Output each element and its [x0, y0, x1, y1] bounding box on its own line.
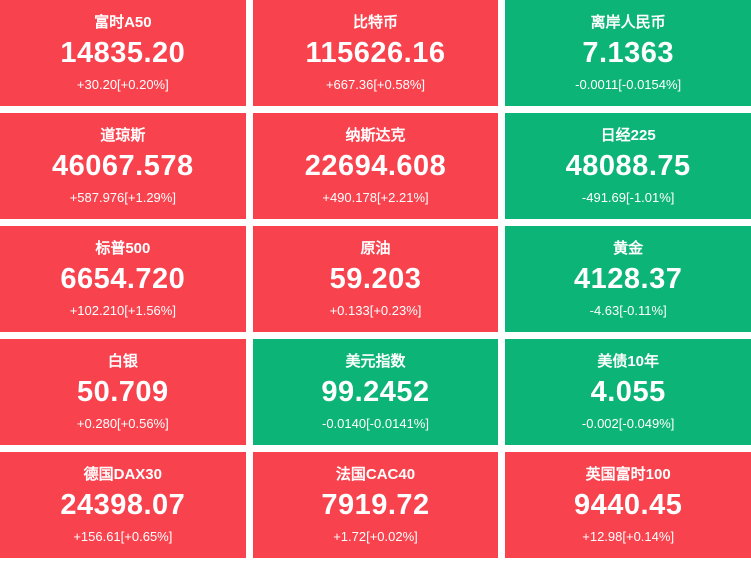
market-value: 7.1363 [582, 36, 675, 69]
market-value: 7919.72 [321, 488, 430, 521]
market-name: 纳斯达克 [345, 126, 406, 144]
market-tile-cac40[interactable]: 法国CAC40 7919.72 +1.72[+0.02%] [252, 452, 499, 558]
market-name: 德国DAX30 [83, 465, 162, 483]
market-change: +12.98[+0.14%] [582, 528, 675, 544]
market-tile-ftse-a50[interactable]: 富时A50 14835.20 +30.20[+0.20%] [0, 0, 246, 106]
market-tile-crude-oil[interactable]: 原油 59.203 +0.133[+0.23%] [252, 226, 499, 332]
market-change: +30.20[+0.20%] [76, 76, 169, 92]
market-value: 4.055 [590, 375, 666, 408]
market-tile-sp500[interactable]: 标普500 6654.720 +102.210[+1.56%] [0, 226, 246, 332]
market-name: 黄金 [613, 239, 644, 257]
market-name: 道琼斯 [100, 126, 146, 144]
market-tile-offshore-rmb[interactable]: 离岸人民币 7.1363 -0.0011[-0.0154%] [505, 0, 751, 106]
market-name: 日经225 [600, 126, 656, 144]
market-name: 白银 [107, 352, 138, 370]
market-name: 原油 [360, 239, 391, 257]
market-change: +102.210[+1.56%] [69, 302, 176, 318]
market-change: +1.72[+0.02%] [333, 528, 418, 544]
market-change: -0.002[-0.049%] [581, 415, 675, 431]
market-name: 比特币 [352, 13, 398, 31]
market-change: +587.976[+1.29%] [69, 189, 176, 205]
market-value: 50.709 [76, 375, 169, 408]
market-tile-gold[interactable]: 黄金 4128.37 -4.63[-0.11%] [505, 226, 751, 332]
market-name: 标普500 [95, 239, 151, 257]
market-value: 99.2452 [321, 375, 430, 408]
market-change: -4.63[-0.11%] [589, 302, 667, 318]
market-name: 法国CAC40 [335, 465, 416, 483]
market-tile-dow-jones[interactable]: 道琼斯 46067.578 +587.976[+1.29%] [0, 113, 246, 219]
market-tile-nasdaq[interactable]: 纳斯达克 22694.608 +490.178[+2.21%] [252, 113, 499, 219]
market-change: -491.69[-1.01%] [581, 189, 675, 205]
market-name: 离岸人民币 [590, 13, 666, 31]
market-value: 48088.75 [565, 149, 691, 182]
market-change: +0.133[+0.23%] [329, 302, 422, 318]
market-name: 富时A50 [94, 13, 152, 31]
market-name: 美债10年 [597, 352, 659, 370]
market-value: 46067.578 [52, 149, 194, 182]
market-name: 美元指数 [345, 352, 406, 370]
market-change: +667.36[+0.58%] [325, 76, 425, 92]
market-change: -0.0011[-0.0154%] [575, 76, 682, 92]
market-value: 9440.45 [574, 488, 683, 521]
market-name: 英国富时100 [585, 465, 671, 483]
market-change: +156.61[+0.65%] [73, 528, 173, 544]
market-change: +490.178[+2.21%] [322, 189, 429, 205]
market-value: 115626.16 [305, 36, 446, 69]
market-value: 59.203 [329, 262, 422, 295]
market-tile-us-10y-treasury[interactable]: 美债10年 4.055 -0.002[-0.049%] [505, 339, 751, 445]
market-change: -0.0140[-0.0141%] [322, 415, 429, 431]
market-tile-ftse100[interactable]: 英国富时100 9440.45 +12.98[+0.14%] [505, 452, 751, 558]
market-tile-nikkei-225[interactable]: 日经225 48088.75 -491.69[-1.01%] [505, 113, 751, 219]
market-value: 6654.720 [60, 262, 186, 295]
market-value: 14835.20 [60, 36, 186, 69]
market-value: 4128.37 [574, 262, 683, 295]
market-tile-bitcoin[interactable]: 比特币 115626.16 +667.36[+0.58%] [252, 0, 499, 106]
market-value: 22694.608 [304, 149, 447, 182]
market-tile-usd-index[interactable]: 美元指数 99.2452 -0.0140[-0.0141%] [252, 339, 499, 445]
market-change: +0.280[+0.56%] [76, 415, 169, 431]
market-tile-dax30[interactable]: 德国DAX30 24398.07 +156.61[+0.65%] [0, 452, 246, 558]
market-value: 24398.07 [60, 488, 186, 521]
market-tile-silver[interactable]: 白银 50.709 +0.280[+0.56%] [0, 339, 246, 445]
